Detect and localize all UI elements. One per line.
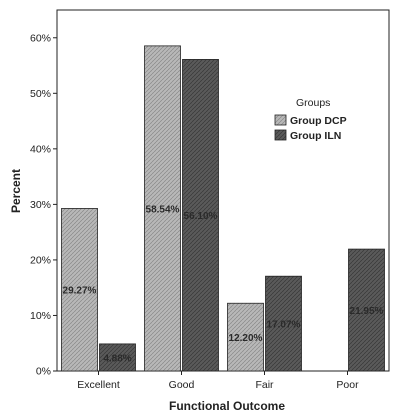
bar-group-iln-good [182, 59, 219, 372]
x-axis-title: Functional Outcome [169, 399, 285, 412]
y-tick-label: 20% [30, 254, 51, 266]
data-label: 17.07% [267, 320, 301, 331]
y-tick-label: 30% [30, 199, 51, 211]
bar-group-iln-poor [348, 248, 385, 372]
bars [61, 45, 385, 372]
legend-label-iln: Group ILN [290, 130, 341, 142]
legend-label-dcp: Group DCP [290, 115, 347, 127]
y-axis-title: Percent [9, 169, 23, 213]
bar-group-dcp-good [144, 45, 181, 372]
data-label: 12.20% [229, 333, 263, 344]
y-tick-label: 40% [30, 143, 51, 155]
data-label: 58.54% [146, 204, 180, 215]
legend: Groups Group DCP Group ILN [274, 97, 347, 142]
plot-frame [56, 9, 390, 372]
legend-swatch-dcp [274, 114, 287, 126]
x-tick-label: Excellent [77, 379, 120, 391]
y-tick-label: 0% [36, 366, 51, 378]
data-label: 56.10% [184, 211, 218, 222]
legend-swatch-iln [274, 129, 287, 141]
x-tick-label: Fair [255, 379, 274, 391]
x-tick-label: Good [169, 379, 195, 391]
y-tick-label: 60% [30, 32, 51, 44]
data-label: 21.95% [350, 306, 384, 317]
bar-group-dcp-excellent [61, 208, 98, 372]
x-tick-label: Poor [336, 379, 359, 391]
data-label: 4.88% [103, 353, 131, 364]
bar-group-iln-fair [265, 275, 302, 372]
data-labels: 29.27% 4.88% 58.54% 56.10% 12.20% 17.07% 21.95… [63, 204, 384, 364]
y-tick-label: 10% [30, 310, 51, 322]
y-tick-label: 50% [30, 88, 51, 100]
data-label: 29.27% [63, 286, 97, 297]
bar-group-dcp-fair [227, 302, 264, 372]
legend-title: Groups [296, 97, 330, 109]
x-axis: Excellent Good Fair Poor [77, 371, 359, 391]
bar-group-iln-excellent [99, 343, 136, 372]
y-axis: 0% 10% 20% 30% 40% 50% 60% [30, 32, 57, 378]
